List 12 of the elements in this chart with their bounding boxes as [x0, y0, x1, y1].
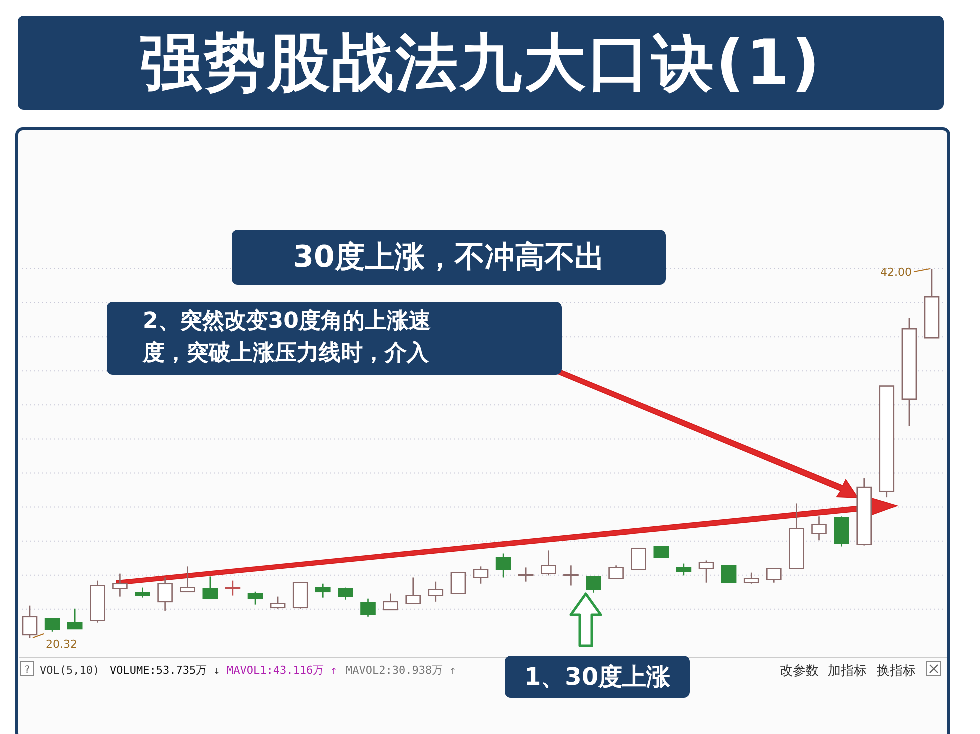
text: MAVOL2:30.938万 ↑	[346, 664, 456, 677]
annotation: 2、突然改变30度角的上涨速度，突破上涨压力线时，介入	[143, 308, 432, 368]
text: 改参数	[780, 664, 819, 679]
text: ?	[24, 665, 30, 676]
text: 换指标	[877, 664, 916, 679]
text: MAVOL1:43.116万 ↑	[227, 664, 338, 677]
text: VOLUME:53.735万 ↓	[110, 664, 220, 677]
chart-title: 强势股战法九大口诀(1)	[18, 16, 944, 110]
annotation: 20.32	[46, 638, 78, 651]
text: 加指标	[828, 664, 867, 679]
annotation: 42.00	[880, 266, 912, 279]
text: VOL(5,10)	[40, 664, 100, 677]
